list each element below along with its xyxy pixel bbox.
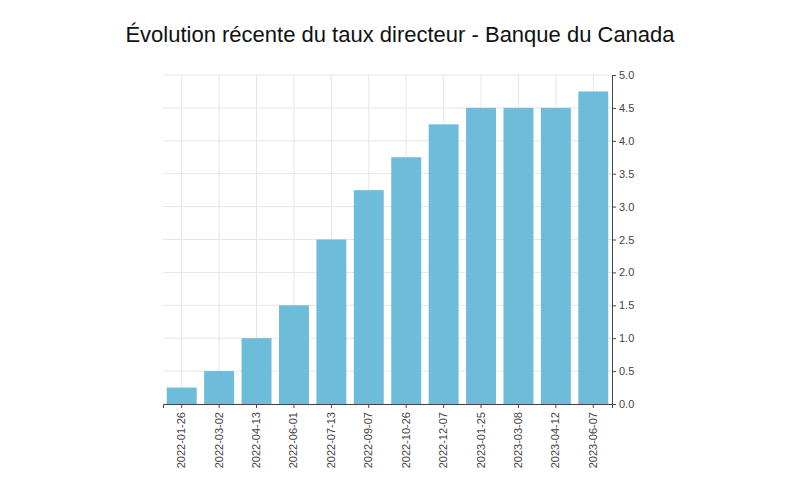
x-tick-mark [406,404,407,408]
bar [578,91,608,404]
bar [503,108,533,404]
x-tick-mark [256,404,257,408]
y-tick-label: 1.0 [619,332,634,344]
x-tick-mark [331,404,332,408]
y-tick-mark [612,207,616,208]
x-tick-mark [518,404,519,408]
x-tick-label: 2022-10-26 [400,412,412,468]
x-tick: 2023-06-07 [587,404,599,468]
x-axis: 2022-01-26 2022-03-02 2022-04-13 2022-06-01… [164,404,613,468]
x-tick-label: 2022-06-01 [287,412,299,468]
y-tick: 2.5 [612,234,634,246]
y-axis: 0.0 0.5 1.0 1.5 2.0 2.5 3.0 3.5 4.0 4.5 5.0 [612,69,634,410]
x-tick: 2023-04-12 [549,404,561,468]
y-tick-mark [612,75,616,76]
y-tick-mark [612,371,616,372]
y-tick: 4.0 [612,135,634,147]
x-tick-mark [555,404,556,408]
x-tick-mark [293,404,294,408]
bar [167,388,197,404]
y-tick: 1.5 [612,299,634,311]
y-tick-label: 1.5 [619,299,634,311]
y-tick-mark [612,338,616,339]
x-tick: 2023-03-08 [512,404,524,468]
bar [354,190,384,404]
x-tick: 2022-03-02 [213,404,225,468]
x-tick-label: 2022-12-07 [437,412,449,468]
x-tick: 2022-06-01 [287,404,299,468]
y-tick-label: 3.0 [619,201,634,213]
y-tick: 3.0 [612,201,634,213]
y-tick-label: 3.5 [619,168,634,180]
y-tick-mark [612,108,616,109]
grid-line [219,75,220,404]
bar [391,157,421,404]
x-tick: 2022-12-07 [437,404,449,468]
y-tick: 3.5 [612,168,634,180]
x-tick-label: 2022-01-26 [175,412,187,468]
plot: 2022-01-26 2022-03-02 2022-04-13 2022-06-01… [163,69,634,468]
bar [204,371,234,404]
bar [316,240,346,405]
grid-line [163,75,612,76]
x-tick-label: 2022-03-02 [213,412,225,468]
x-tick-mark [181,404,182,408]
chart: Évolution récente du taux directeur - Ba… [0,0,800,500]
y-tick-mark [612,240,616,241]
y-tick-mark [612,141,616,142]
x-tick: 2022-07-13 [325,404,337,468]
y-tick-label: 4.0 [619,135,634,147]
y-tick-label: 4.5 [619,102,634,114]
y-tick: 2.0 [612,266,634,278]
x-tick-mark [219,404,220,408]
x-tick-label: 2022-09-07 [362,412,374,468]
y-tick-mark [612,305,616,306]
x-axis-line [164,405,613,409]
x-tick-mark [368,404,369,408]
y-tick: 1.0 [612,332,634,344]
y-tick-label: 0.5 [619,365,634,377]
x-tick-label: 2023-04-12 [549,412,561,468]
x-tick-label: 2023-06-07 [587,412,599,468]
y-tick: 0.0 [612,398,634,410]
y-tick-label: 2.5 [619,234,634,246]
title: Évolution récente du taux directeur - Ba… [125,22,675,47]
x-tick: 2023-01-25 [475,404,487,468]
bar [242,338,272,404]
y-tick-mark [612,174,616,175]
grid [163,75,612,404]
y-tick: 5.0 [612,69,634,81]
x-tick-mark [593,404,594,408]
x-tick: 2022-10-26 [400,404,412,468]
y-tick-label: 2.0 [619,266,634,278]
x-tick-mark [481,404,482,408]
x-tick-label: 2023-03-08 [512,412,524,468]
grid-line [181,75,182,404]
x-tick-label: 2022-07-13 [325,412,337,468]
x-tick: 2022-01-26 [175,404,187,468]
x-tick-label: 2022-04-13 [250,412,262,468]
x-tick: 2022-04-13 [250,404,262,468]
y-tick-mark [612,404,616,405]
y-tick: 0.5 [612,365,634,377]
y-tick-label: 5.0 [619,69,634,81]
y-tick-mark [612,272,616,273]
y-tick-label: 0.0 [619,398,634,410]
x-tick: 2022-09-07 [362,404,374,468]
bar [541,108,571,404]
bar [429,124,459,404]
x-tick-mark [443,404,444,408]
bar [466,108,496,404]
y-tick: 4.5 [612,102,634,114]
bars [167,91,609,404]
x-tick-label: 2023-01-25 [475,412,487,468]
bar [279,305,309,404]
